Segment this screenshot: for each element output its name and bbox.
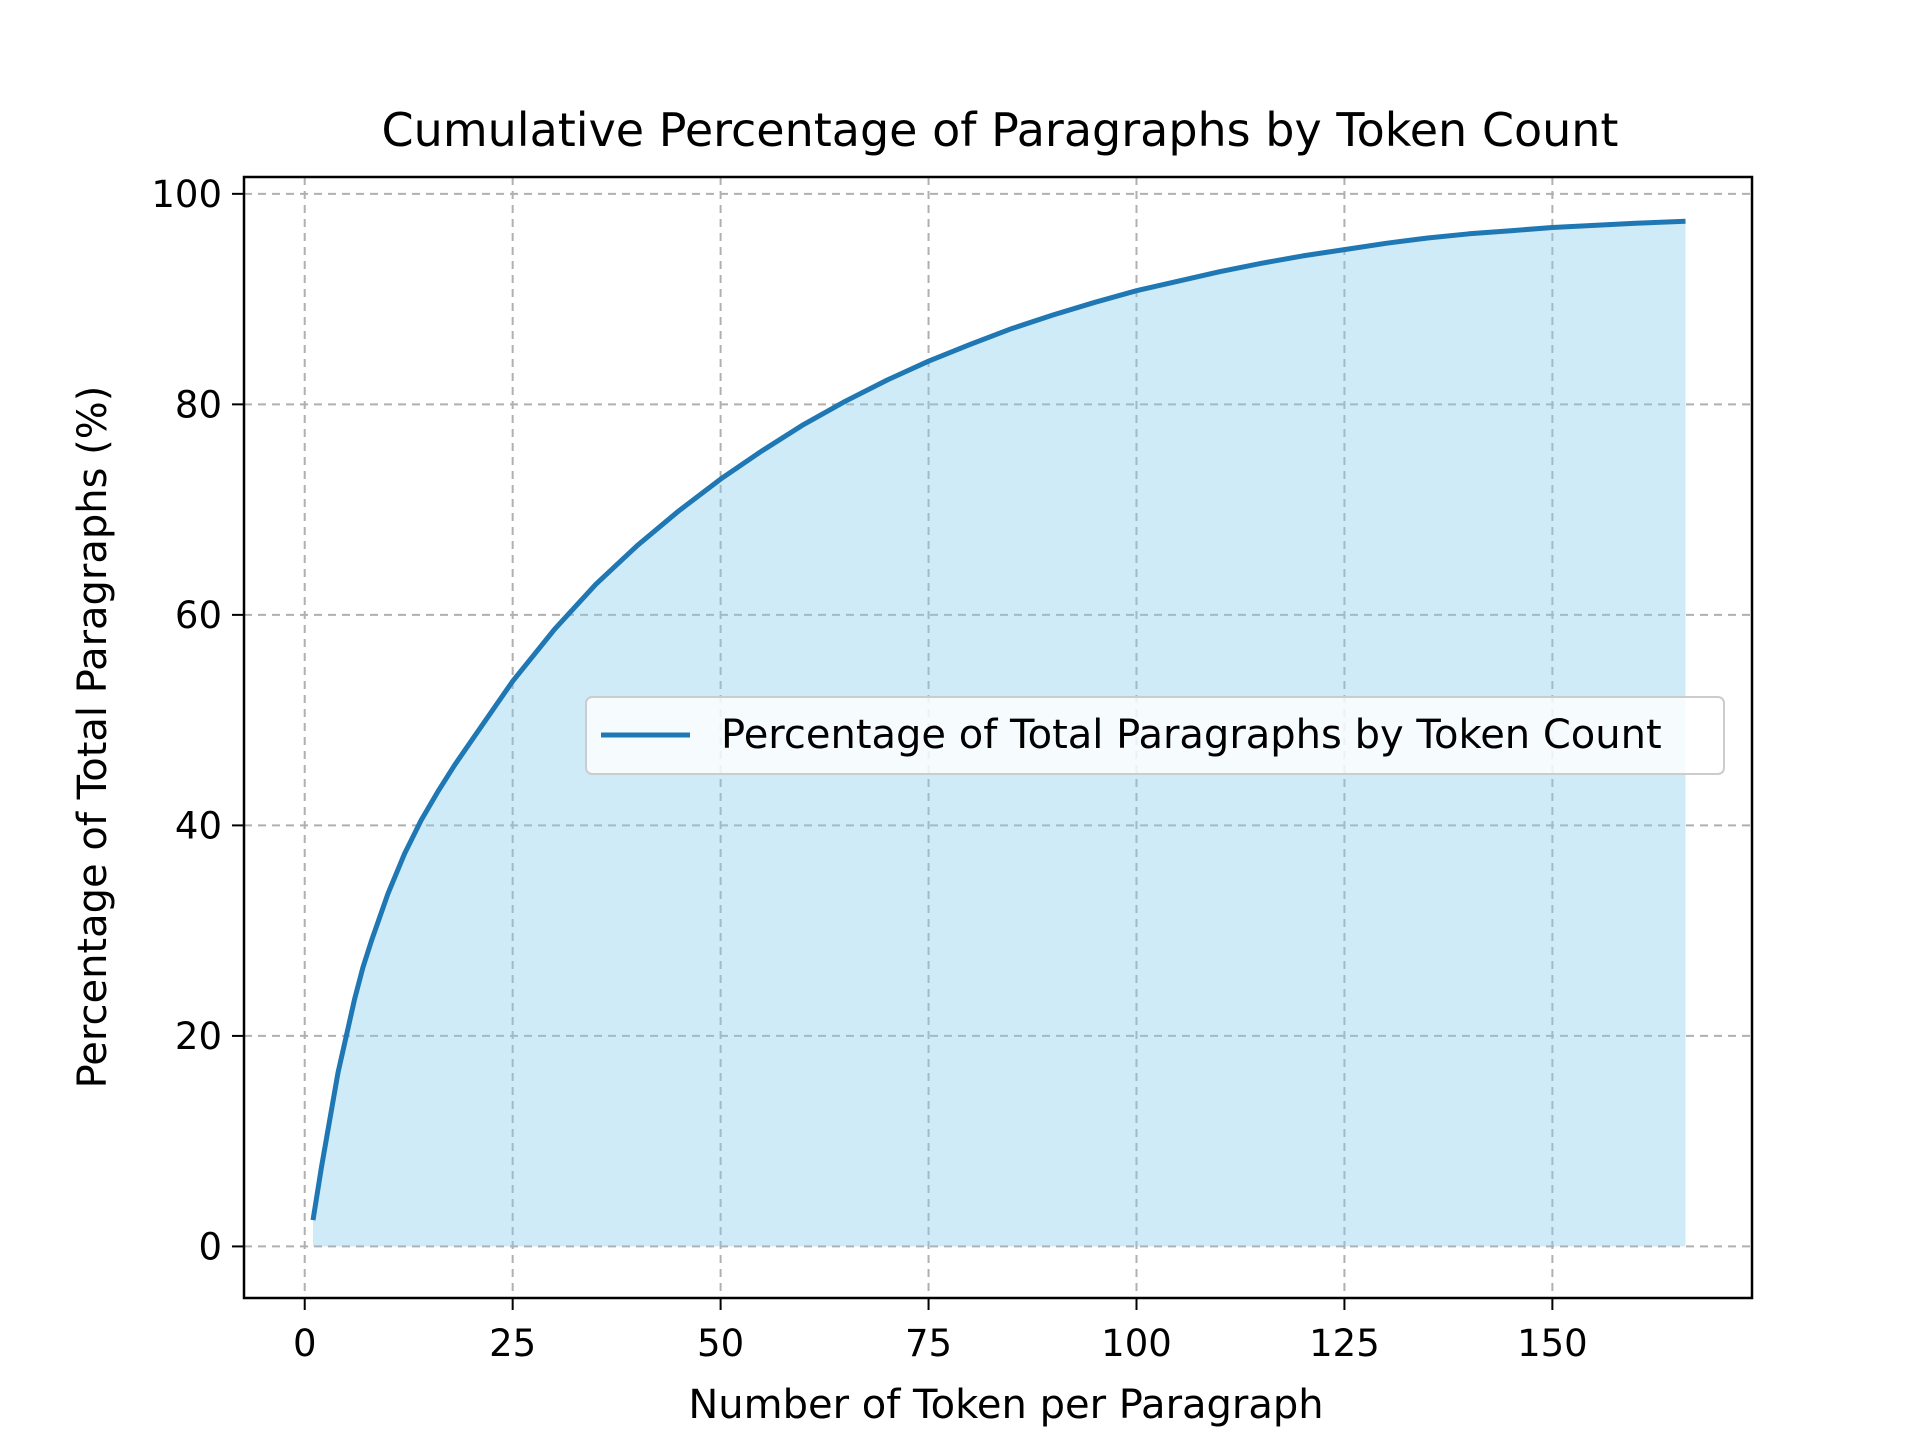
x-tick-label: 75	[905, 1322, 952, 1365]
x-tick-label: 100	[1101, 1322, 1172, 1365]
series-line	[310, 218, 1686, 1221]
y-axis-ticks: 0 20 40 60 80 100	[151, 173, 244, 1268]
x-axis-label: Number of Token per Paragraph	[688, 1382, 1323, 1428]
x-tick-label: 50	[697, 1322, 744, 1365]
plot-frame	[242, 175, 1754, 1300]
x-tick-label: 125	[1309, 1322, 1380, 1365]
x-axis-ticks: 0 25 50 75 100 125 150	[293, 1298, 1588, 1365]
y-tick-label: 100	[151, 173, 222, 216]
y-tick-label: 40	[175, 804, 222, 847]
y-axis-label: Percentage of Total Paragraphs (%)	[70, 386, 116, 1089]
y-tick-label: 0	[198, 1225, 222, 1268]
x-tick-label: 0	[293, 1322, 317, 1365]
legend-entry-label: Percentage of Total Paragraphs by Token …	[721, 712, 1662, 758]
x-tick-label: 150	[1517, 1322, 1588, 1365]
chart-title: Cumulative Percentage of Paragraphs by T…	[382, 103, 1619, 157]
legend: Percentage of Total Paragraphs by Token …	[585, 696, 1725, 775]
x-tick-label: 25	[489, 1322, 536, 1365]
y-tick-label: 20	[175, 1015, 222, 1058]
line-layer	[310, 218, 1686, 1221]
legend-box	[585, 696, 1725, 775]
y-tick-label: 60	[175, 594, 222, 637]
y-tick-label: 80	[175, 383, 222, 426]
